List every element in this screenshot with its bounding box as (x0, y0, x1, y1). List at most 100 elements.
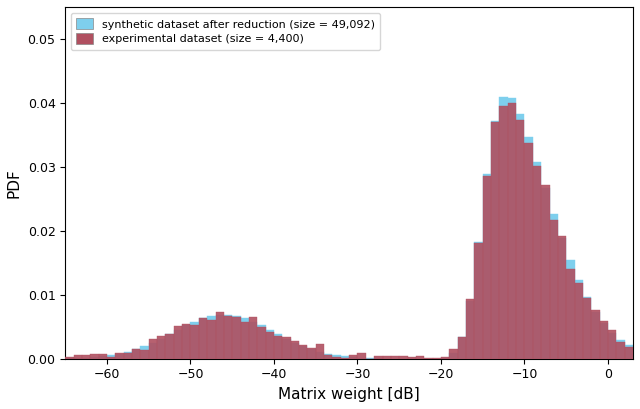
Bar (199, 317, 207, 359)
Bar (224, 315, 232, 359)
Bar (499, 97, 508, 359)
Y-axis label: PDF: PDF (7, 168, 22, 198)
Bar (416, 356, 424, 359)
Bar (625, 346, 633, 359)
Bar (340, 358, 349, 359)
Bar (383, 356, 391, 359)
Bar (174, 326, 182, 359)
Bar (491, 121, 499, 359)
Bar (307, 348, 316, 359)
Bar (408, 357, 416, 359)
Bar (291, 343, 299, 359)
Bar (165, 335, 174, 359)
Bar (82, 358, 90, 359)
Bar (374, 356, 383, 359)
Bar (99, 356, 107, 359)
Bar (182, 326, 191, 359)
Bar (157, 339, 165, 359)
Bar (391, 356, 399, 359)
Bar (458, 337, 466, 359)
Bar (358, 358, 366, 359)
Bar (358, 353, 366, 359)
Bar (575, 283, 583, 359)
Bar (541, 185, 550, 359)
Bar (349, 357, 358, 359)
Bar (441, 357, 449, 359)
Bar (90, 353, 99, 359)
Bar (625, 348, 633, 359)
Bar (115, 353, 124, 359)
Bar (349, 355, 358, 359)
Bar (458, 337, 466, 359)
Bar (491, 122, 499, 359)
Bar (466, 301, 474, 359)
Bar (616, 342, 625, 359)
Bar (299, 345, 307, 359)
Bar (107, 357, 115, 359)
Bar (332, 357, 340, 359)
Bar (132, 349, 140, 359)
Bar (324, 354, 332, 359)
Bar (257, 326, 266, 359)
Bar (74, 358, 82, 359)
Bar (224, 316, 232, 359)
Bar (157, 336, 165, 359)
Bar (124, 352, 132, 359)
Bar (433, 358, 441, 359)
Bar (533, 166, 541, 359)
Bar (249, 317, 257, 359)
Bar (241, 321, 249, 359)
Bar (525, 137, 533, 359)
Bar (299, 346, 307, 359)
Bar (266, 330, 274, 359)
Bar (449, 349, 458, 359)
Bar (216, 312, 224, 359)
Bar (608, 333, 616, 359)
Bar (550, 214, 558, 359)
Bar (282, 339, 291, 359)
Bar (441, 357, 449, 359)
Bar (399, 356, 408, 359)
Bar (107, 355, 115, 359)
Bar (591, 310, 600, 359)
Bar (99, 353, 107, 359)
Bar (82, 355, 90, 359)
Bar (474, 243, 483, 359)
X-axis label: Matrix weight [dB]: Matrix weight [dB] (278, 387, 420, 402)
Bar (207, 320, 216, 359)
Bar (140, 346, 148, 359)
Bar (583, 297, 591, 359)
Bar (474, 242, 483, 359)
Bar (483, 175, 491, 359)
Bar (291, 342, 299, 359)
Bar (65, 357, 74, 359)
Bar (274, 336, 282, 359)
Bar (90, 357, 99, 359)
Bar (257, 326, 266, 359)
Bar (575, 280, 583, 359)
Bar (307, 349, 316, 359)
Bar (191, 321, 199, 359)
Bar (316, 352, 324, 359)
Bar (232, 317, 241, 359)
Bar (274, 334, 282, 359)
Bar (516, 114, 525, 359)
Bar (207, 316, 216, 359)
Bar (140, 350, 148, 359)
Bar (282, 337, 291, 359)
Bar (583, 298, 591, 359)
Bar (449, 353, 458, 359)
Bar (74, 355, 82, 359)
Bar (324, 355, 332, 359)
Bar (148, 339, 157, 359)
Bar (241, 318, 249, 359)
Bar (148, 343, 157, 359)
Bar (132, 349, 140, 359)
Bar (525, 143, 533, 359)
Bar (249, 321, 257, 359)
Bar (366, 358, 374, 359)
Bar (182, 324, 191, 359)
Bar (332, 355, 340, 359)
Bar (466, 299, 474, 359)
Bar (516, 119, 525, 359)
